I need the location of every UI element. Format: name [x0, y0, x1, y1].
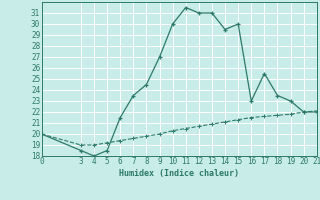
X-axis label: Humidex (Indice chaleur): Humidex (Indice chaleur) [119, 169, 239, 178]
